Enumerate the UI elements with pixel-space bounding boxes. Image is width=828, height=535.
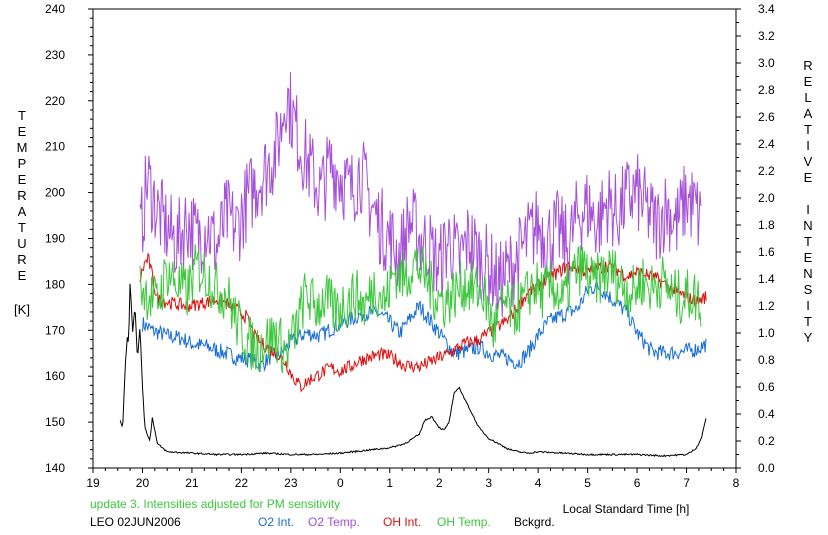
x-tick-label: 2 <box>436 476 443 490</box>
left-axis-letter: A <box>18 204 27 219</box>
x-tick-label: 0 <box>337 476 344 490</box>
right-axis-letter: I <box>806 138 810 153</box>
right-axis-letter: Y <box>804 330 813 345</box>
y-right-tick-label: 0.4 <box>758 407 775 421</box>
y-right-tick-label: 1.0 <box>758 326 775 340</box>
legend-item: OH Temp. <box>437 515 491 529</box>
right-axis-letter: T <box>804 314 812 329</box>
right-axis-letter: N <box>803 218 812 233</box>
y-right-tick-label: 2.2 <box>758 164 775 178</box>
series-line-0 <box>142 279 707 373</box>
left-axis-letter: M <box>17 140 28 155</box>
y-left-tick-label: 190 <box>45 232 65 246</box>
x-tick-label: 1 <box>386 476 393 490</box>
x-tick-label: 5 <box>584 476 591 490</box>
x-tick-label: 19 <box>86 476 100 490</box>
x-axis-label: Local Standard Time [h] <box>563 502 690 516</box>
y-left-tick-label: 210 <box>45 140 65 154</box>
y-right-tick-label: 2.8 <box>758 83 775 97</box>
x-tick-label: 20 <box>136 476 150 490</box>
legend-item: Bckgrd. <box>514 515 555 529</box>
left-axis-letter: E <box>18 268 27 283</box>
y-left-tick-label: 140 <box>45 461 65 475</box>
x-tick-label: 7 <box>683 476 690 490</box>
y-right-tick-label: 0.6 <box>758 380 775 394</box>
right-y-axis: 0.0 0.2 0.4 0.6 0.8 1.0 1.2 1.4 1.6 1.8 2.0 2.2 2.4 2… <box>736 2 775 475</box>
legend-item: O2 Temp. <box>308 515 360 529</box>
right-axis-letter: E <box>804 250 813 265</box>
y-left-tick-label: 200 <box>45 186 65 200</box>
series-line-4 <box>119 283 707 458</box>
y-left-tick-label: 240 <box>45 2 65 16</box>
x-axis: 19 20 21 22 23 0 1 2 3 4 5 6 7 8 <box>86 468 740 490</box>
left-axis-letter: E <box>18 124 27 139</box>
y-right-tick-label: 1.2 <box>758 299 775 313</box>
right-axis-letter: T <box>804 122 812 137</box>
y-left-tick-label: 170 <box>45 323 65 337</box>
legend-item: O2 Int. <box>258 515 294 529</box>
left-axis-letter: T <box>18 220 26 235</box>
series-layer <box>119 72 707 458</box>
y-right-tick-label: 3.0 <box>758 56 775 70</box>
left-axis-letter: R <box>17 252 26 267</box>
y-right-tick-label: 2.4 <box>758 137 775 151</box>
left-axis-letter: T <box>18 108 26 123</box>
right-axis-letter: E <box>804 74 813 89</box>
right-axis-letter: I <box>806 202 810 217</box>
y-right-tick-label: 0.0 <box>758 461 775 475</box>
x-tick-label: 22 <box>235 476 249 490</box>
station-label: LEO 02JUN2006 <box>90 515 181 529</box>
x-tick-label: 4 <box>535 476 542 490</box>
left-axis-unit: [K] <box>14 302 30 317</box>
y-left-tick-label: 150 <box>45 415 65 429</box>
y-right-tick-label: 1.6 <box>758 245 775 259</box>
note-text: update 3. Intensities adjusted for PM se… <box>90 497 340 511</box>
y-right-tick-label: 2.6 <box>758 110 775 124</box>
y-right-tick-label: 0.8 <box>758 353 775 367</box>
series-line-3 <box>139 243 702 374</box>
x-tick-label: 21 <box>185 476 199 490</box>
x-tick-label: 3 <box>485 476 492 490</box>
series-line-1 <box>139 72 702 318</box>
right-axis-letter: E <box>804 170 813 185</box>
left-axis-letter: E <box>18 172 27 187</box>
left-axis-letter: U <box>17 236 26 251</box>
right-axis-letter: R <box>803 58 812 73</box>
left-axis-letter: P <box>18 156 27 171</box>
right-axis-letter: S <box>804 282 813 297</box>
x-tick-label: 6 <box>634 476 641 490</box>
y-right-tick-label: 3.2 <box>758 29 775 43</box>
y-right-tick-label: 1.8 <box>758 218 775 232</box>
y-left-tick-label: 180 <box>45 277 65 291</box>
legend: O2 Int. O2 Temp. OH Int. OH Temp. Bckgrd. <box>258 515 555 529</box>
y-right-tick-label: 3.4 <box>758 2 775 16</box>
y-left-tick-label: 230 <box>45 48 65 62</box>
x-tick-label: 8 <box>733 476 740 490</box>
y-right-tick-label: 0.2 <box>758 434 775 448</box>
y-right-tick-label: 2.0 <box>758 191 775 205</box>
right-axis-letter: T <box>804 234 812 249</box>
right-axis-letter: A <box>804 106 813 121</box>
right-axis-letter: I <box>806 298 810 313</box>
right-axis-letter: N <box>803 266 812 281</box>
left-axis-letter: R <box>17 188 26 203</box>
right-axis-letter: V <box>804 154 813 169</box>
y-left-tick-label: 220 <box>45 94 65 108</box>
plot-frame <box>92 8 737 469</box>
y-left-tick-label: 160 <box>45 369 65 383</box>
y-right-tick-label: 1.4 <box>758 272 775 286</box>
x-tick-label: 23 <box>284 476 298 490</box>
legend-item: OH Int. <box>383 515 421 529</box>
right-axis-letter: L <box>804 90 811 105</box>
left-y-axis: 140 150 160 170 180 190 200 210 220 230 240 <box>45 2 93 475</box>
